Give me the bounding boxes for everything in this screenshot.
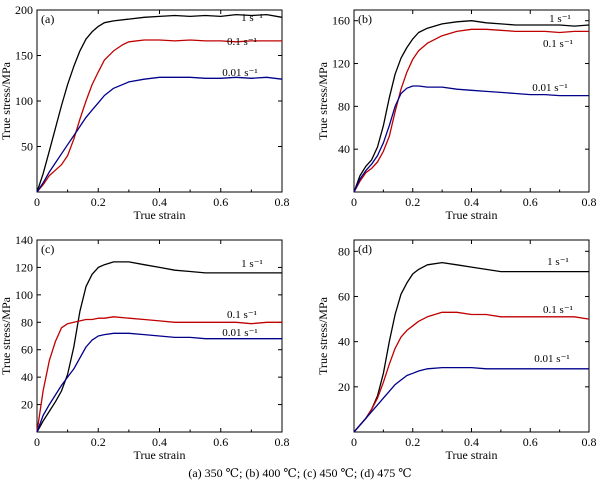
y-tick-label: 40 <box>21 370 33 384</box>
series-line <box>353 85 589 193</box>
x-axis-label: True strain <box>446 208 498 222</box>
series-label: 0.01 s⁻¹ <box>532 82 567 94</box>
y-tick-label: 150 <box>15 49 33 63</box>
x-tick-label: 0 <box>351 435 357 449</box>
x-tick-label: 0 <box>34 195 40 209</box>
y-tick-label: 160 <box>332 14 350 28</box>
x-tick-label: 0.2 <box>405 435 420 449</box>
x-tick-label: 0.2 <box>405 195 420 209</box>
y-tick-label: 60 <box>21 343 33 357</box>
series-line <box>353 28 589 193</box>
series-line <box>36 261 282 433</box>
series-label: 1 s⁻¹ <box>547 256 569 268</box>
y-tick-label: 120 <box>332 57 350 71</box>
series-line <box>36 13 283 193</box>
panel-label: (c) <box>41 242 54 256</box>
series-label: 0.1 s⁻¹ <box>543 38 573 50</box>
y-tick-label: 80 <box>338 99 350 113</box>
series-label: 1 s⁻¹ <box>241 258 263 270</box>
series-line <box>36 316 282 433</box>
x-tick-label: 0.4 <box>464 435 479 449</box>
x-tick-label: 0.6 <box>213 195 228 209</box>
x-tick-label: 0.8 <box>582 195 597 209</box>
series-label: 0.1 s⁻¹ <box>227 36 257 48</box>
series-label: 1 s⁻¹ <box>549 13 571 25</box>
y-tick-label: 60 <box>338 289 350 303</box>
y-tick-label: 140 <box>15 233 33 247</box>
y-axis-label: True stress/MPa <box>316 296 330 375</box>
y-tick-label: 80 <box>338 244 350 258</box>
panel-label: (b) <box>358 12 372 26</box>
series-label: 0.01 s⁻¹ <box>222 67 257 79</box>
series-line <box>36 76 283 193</box>
x-tick-label: 0 <box>34 435 40 449</box>
x-tick-label: 0.6 <box>213 435 228 449</box>
x-tick-label: 0.2 <box>91 195 106 209</box>
series-label: 0.1 s⁻¹ <box>543 304 573 316</box>
y-tick-label: 40 <box>338 335 350 349</box>
panel-label: (a) <box>41 12 54 26</box>
y-tick-label: 20 <box>21 398 33 412</box>
y-tick-label: 100 <box>15 94 33 108</box>
series-line <box>353 366 589 433</box>
series-line <box>36 39 282 193</box>
y-tick-label: 40 <box>338 142 350 156</box>
series-line <box>353 311 590 433</box>
panel-label: (d) <box>358 242 372 256</box>
y-tick-label: 200 <box>15 3 33 17</box>
series-line <box>353 261 589 433</box>
x-tick-label: 0.4 <box>152 435 167 449</box>
series-label: 0.1 s⁻¹ <box>227 309 257 321</box>
x-tick-label: 0.8 <box>275 435 290 449</box>
y-tick-label: 50 <box>21 140 33 154</box>
x-tick-label: 0.8 <box>275 195 290 209</box>
plot-frame <box>353 239 590 433</box>
x-tick-label: 0.4 <box>464 195 479 209</box>
series-line <box>353 20 590 193</box>
figure-caption: (a) 350 ℃; (b) 400 ℃; (c) 450 ℃; (d) 475… <box>188 466 412 480</box>
y-axis-label: True stress/MPa <box>0 296 13 375</box>
x-tick-label: 0 <box>351 195 357 209</box>
y-tick-label: 20 <box>338 380 350 394</box>
chart-panel: 0 0.2 0.4 0.6 0.8 40 80 120 160 True strain True s… <box>316 9 597 222</box>
x-axis-label: True strain <box>446 448 498 462</box>
chart-panel: 0 0.2 0.4 0.6 0.8 50 100 150 200 True strain True … <box>0 3 290 222</box>
y-axis-label: True stress/MPa <box>0 61 13 140</box>
y-tick-label: 120 <box>15 260 33 274</box>
series-label: 0.01 s⁻¹ <box>534 353 569 365</box>
x-tick-label: 0.6 <box>523 435 538 449</box>
x-tick-label: 0.8 <box>582 435 597 449</box>
y-tick-label: 100 <box>15 288 33 302</box>
x-tick-label: 0.4 <box>152 195 167 209</box>
y-axis-label: True stress/MPa <box>316 61 330 140</box>
x-tick-label: 0.2 <box>91 435 106 449</box>
series-label: 1 s⁻¹ <box>241 12 263 24</box>
y-tick-label: 80 <box>21 315 33 329</box>
series-label: 0.01 s⁻¹ <box>222 327 257 339</box>
chart-panel: 0 0.2 0.4 0.6 0.8 20 40 60 80 True strain True str… <box>316 239 597 462</box>
x-axis-label: True strain <box>134 208 186 222</box>
x-axis-label: True strain <box>134 448 186 462</box>
x-tick-label: 0.6 <box>523 195 538 209</box>
series-line <box>36 332 282 433</box>
chart-panel: 0 0.2 0.4 0.6 0.8 20 40 60 80 100 120 140 True strai… <box>0 233 290 462</box>
